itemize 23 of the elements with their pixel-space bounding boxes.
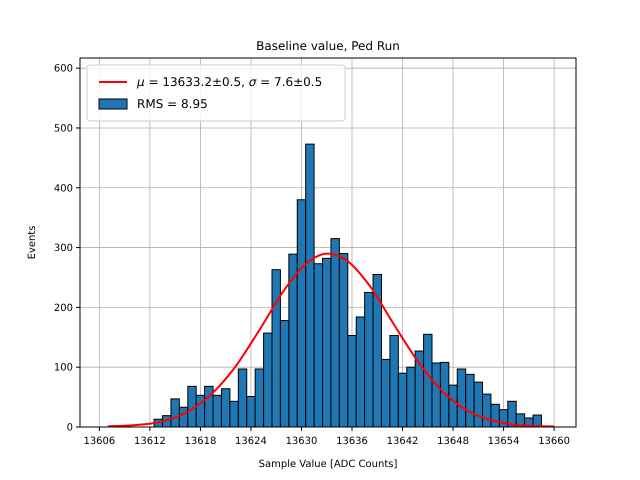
y-tick-label: 300 — [54, 243, 73, 254]
x-tick-label: 13648 — [437, 436, 469, 447]
x-tick-label: 13636 — [336, 436, 368, 447]
y-tick-label: 600 — [54, 64, 73, 75]
x-tick-label: 13654 — [488, 436, 520, 447]
chart-title: Baseline value, Ped Run — [256, 39, 400, 53]
legend-label: μ = 13633.2±0.5, σ = 7.6±0.5 — [136, 75, 322, 89]
y-tick-label: 0 — [66, 422, 73, 434]
x-tick-label: 13606 — [83, 436, 116, 447]
x-tick-label: 13630 — [286, 436, 318, 447]
x-tick-label: 13618 — [184, 436, 216, 447]
y-axis-title: Events — [27, 226, 38, 260]
x-axis-title: Sample Value [ADC Counts] — [258, 459, 398, 470]
x-tick-label: 13660 — [538, 436, 570, 447]
y-tick-label: 200 — [54, 302, 73, 314]
y-tick-label: 400 — [54, 183, 73, 194]
y-tick-label: 500 — [54, 123, 73, 134]
x-tick-label: 13624 — [235, 436, 267, 447]
legend-label: RMS = 8.95 — [137, 97, 208, 111]
x-tick-label: 13642 — [386, 436, 418, 447]
line-series — [106, 252, 556, 428]
y-tick-label: 100 — [54, 362, 73, 374]
x-tick-label: 13612 — [134, 436, 166, 447]
